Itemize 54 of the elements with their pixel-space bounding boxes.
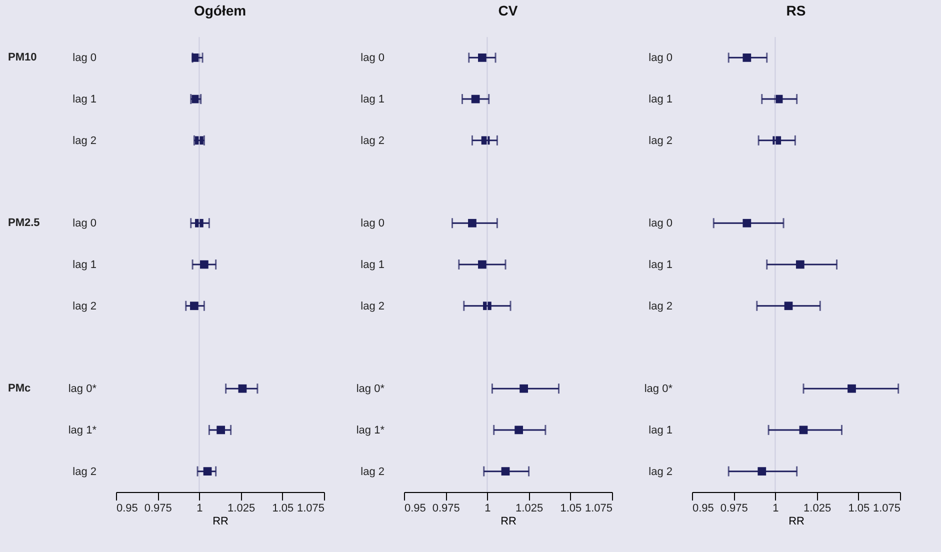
text: PM10 <box>8 52 37 64</box>
y-tick-label: lag 2 <box>648 466 672 478</box>
y-tick-label: lag 2 <box>648 134 672 147</box>
y-tick-label: lag 0 <box>360 218 384 230</box>
x-tick-label: 1.075 <box>872 502 900 514</box>
x-tick-label: 1.075 <box>584 502 612 514</box>
x-axis-title: RR <box>788 516 804 528</box>
x-tick-label: 1.075 <box>296 502 324 514</box>
x-tick-label: 1 <box>772 502 779 514</box>
y-tick-label: lag 2 <box>72 300 96 312</box>
y-tick-label: lag 1 <box>648 424 672 436</box>
x-tick-label: 0.975 <box>432 502 460 514</box>
y-tick-label: lag 1* <box>68 424 98 436</box>
y-tick-label: lag 1 <box>648 94 672 106</box>
y-tick-label: lag 2 <box>648 300 672 312</box>
y-tick-label: lag 1 <box>360 94 384 106</box>
y-tick-label: lag 0* <box>356 383 386 396</box>
y-tick-label: lag 2 <box>360 134 384 147</box>
y-tick-label: lag 2 <box>72 466 96 478</box>
x-axis-title: RR <box>500 516 516 528</box>
chart-title: Ogółem <box>194 2 246 18</box>
x-tick-label: 1 <box>484 502 491 514</box>
x-tick-label: 1.025 <box>804 502 832 514</box>
chart-title: RS <box>786 2 806 18</box>
y-tick-label: lag 1 <box>360 259 384 271</box>
y-tick-label: lag 1 <box>72 94 96 106</box>
x-axis-title: RR <box>212 516 228 528</box>
x-tick-label: 0.975 <box>144 502 172 514</box>
y-tick-label: lag 0* <box>68 383 98 396</box>
y-tick-label: lag 0 <box>72 52 96 64</box>
x-tick-label: 1.05 <box>272 502 294 514</box>
x-tick-label: 0.95 <box>692 502 714 514</box>
x-tick-label: 0.975 <box>720 502 748 514</box>
y-tick-label: lag 0 <box>72 218 96 230</box>
chart-title: CV <box>498 2 518 18</box>
y-tick-label: lag 2 <box>360 300 384 312</box>
text: PM2.5 <box>8 217 40 230</box>
x-tick-label: 1 <box>196 502 203 514</box>
x-tick-label: 0.95 <box>116 502 138 514</box>
x-tick-label: 1.05 <box>560 502 582 514</box>
y-tick-label: lag 1* <box>356 424 386 436</box>
text: PMc <box>8 382 31 395</box>
x-tick-label: 1.025 <box>516 502 544 514</box>
x-tick-label: 1.05 <box>848 502 870 514</box>
x-tick-label: 1.025 <box>228 502 256 514</box>
y-tick-label: lag 2 <box>360 466 384 478</box>
y-tick-label: lag 0 <box>648 218 672 230</box>
x-tick-label: 0.95 <box>404 502 426 514</box>
y-tick-label: lag 0 <box>360 52 384 64</box>
y-tick-label: lag 0* <box>644 383 674 396</box>
y-tick-label: lag 0 <box>648 52 672 64</box>
y-tick-label: lag 1 <box>648 259 672 271</box>
y-tick-label: lag 1 <box>72 259 96 271</box>
y-tick-label: lag 2 <box>72 134 96 147</box>
